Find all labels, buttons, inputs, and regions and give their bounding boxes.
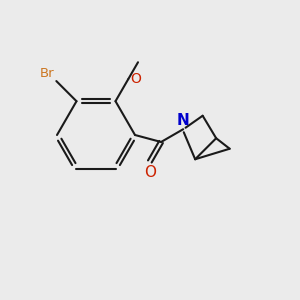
Text: O: O [130,72,141,86]
Text: O: O [144,165,156,180]
Text: Br: Br [40,67,55,80]
Text: N: N [177,113,190,128]
